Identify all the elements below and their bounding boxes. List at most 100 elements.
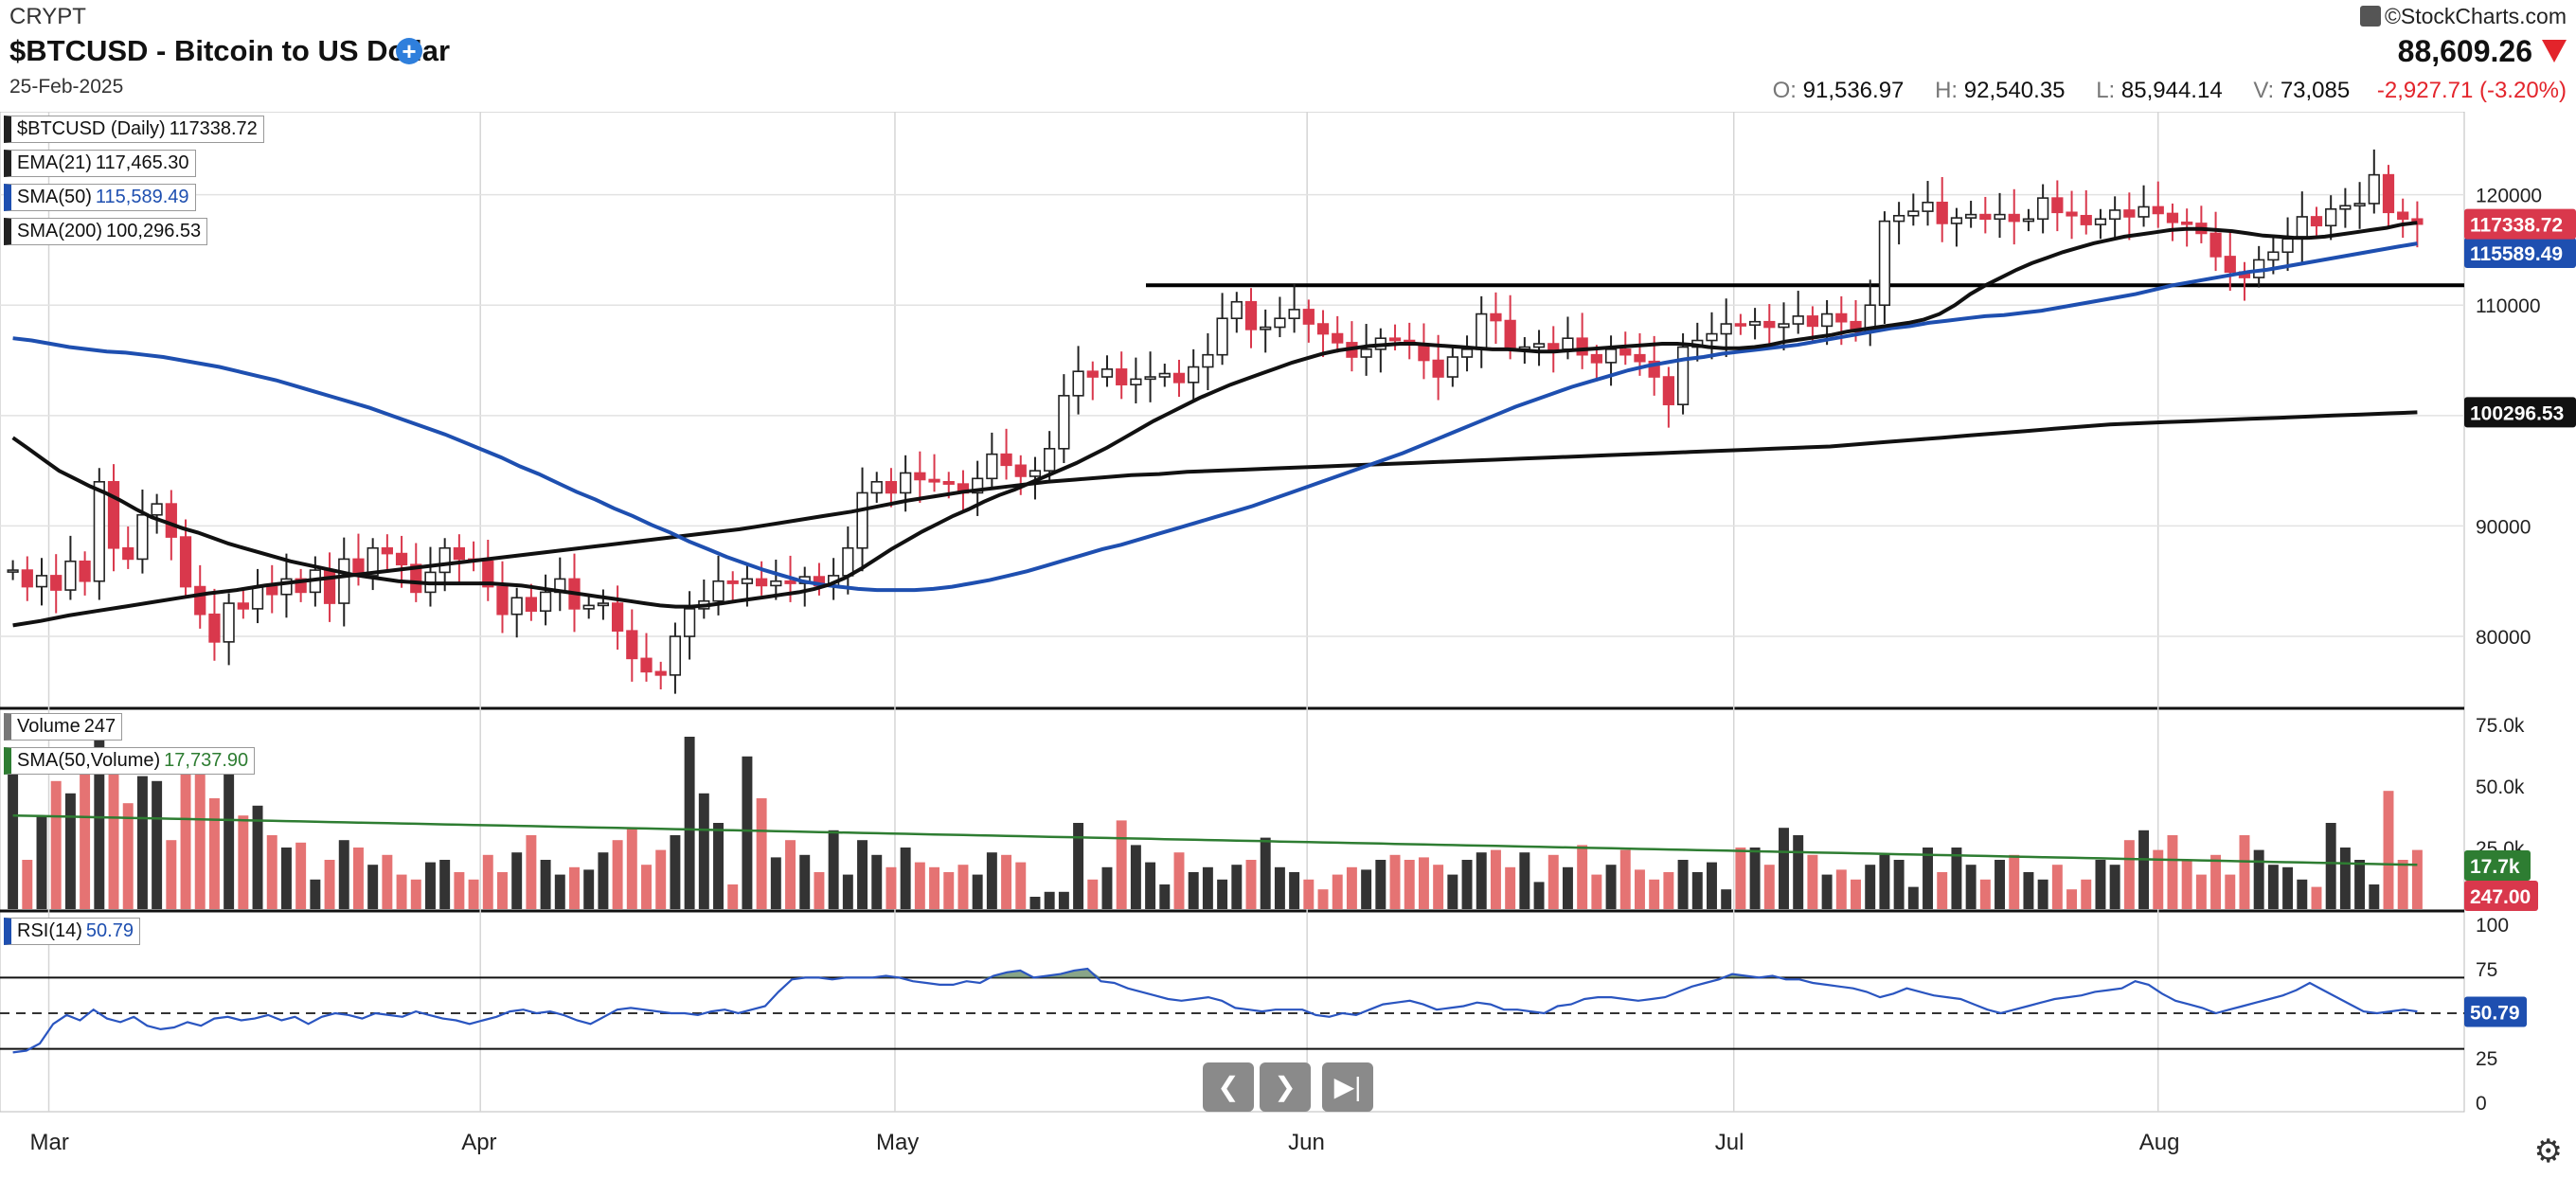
volume-bar bbox=[1591, 874, 1602, 909]
volume-bar bbox=[2411, 849, 2423, 909]
scroll-back-button[interactable]: ❮ bbox=[1203, 1062, 1254, 1112]
candle bbox=[2037, 197, 2049, 221]
volume-bar bbox=[2195, 874, 2207, 909]
volume-bar bbox=[1375, 860, 1386, 909]
legend-sma200[interactable]: SMA(200) 100,296.53 bbox=[4, 218, 208, 245]
candle bbox=[1288, 309, 1300, 320]
open-label: O: bbox=[1772, 78, 1797, 103]
volume-bar bbox=[424, 862, 436, 909]
volume-bar bbox=[1707, 862, 1717, 909]
volume-bar bbox=[814, 872, 825, 909]
candle bbox=[2353, 203, 2366, 207]
legend-sma50[interactable]: SMA(50) 115,589.49 bbox=[4, 184, 196, 211]
open-value: 91,536.97 bbox=[1802, 78, 1905, 103]
volume-bar bbox=[108, 761, 119, 909]
exchange-label: CRYPT bbox=[9, 4, 86, 29]
chart-date: 25-Feb-2025 bbox=[9, 76, 124, 98]
candle bbox=[842, 546, 854, 577]
volume-bar bbox=[1289, 872, 1300, 909]
volume-bar bbox=[770, 857, 781, 909]
price-tick-90000: 90000 bbox=[2476, 516, 2531, 538]
candle bbox=[2281, 238, 2294, 254]
candle bbox=[1892, 214, 1905, 223]
volume-bar bbox=[972, 874, 983, 909]
high-label: H: bbox=[1935, 78, 1959, 103]
volume-bar bbox=[684, 737, 695, 909]
volume-bar bbox=[2009, 854, 2020, 909]
volume-bar bbox=[2297, 879, 2308, 909]
candle bbox=[1260, 326, 1272, 330]
price-chart[interactable]: MarAprMayJunJulAug8000090000100000110000… bbox=[0, 112, 2576, 1178]
volume-bar bbox=[2369, 884, 2380, 909]
candle bbox=[1202, 353, 1214, 368]
candle bbox=[2123, 209, 2136, 218]
volume-bar bbox=[2138, 830, 2150, 909]
candle bbox=[482, 560, 494, 588]
volume-bar bbox=[8, 761, 19, 909]
legend-volume[interactable]: Volume 247 bbox=[4, 713, 123, 741]
scroll-to-end-button[interactable]: ▶| bbox=[1322, 1062, 1373, 1112]
legend-rsi[interactable]: RSI(14) 50.79 bbox=[4, 918, 140, 945]
volume-bar bbox=[382, 854, 393, 909]
candle bbox=[50, 575, 63, 591]
volume-bar bbox=[64, 793, 76, 909]
volume-bar bbox=[1418, 857, 1429, 909]
low-label: L: bbox=[2096, 78, 2116, 103]
volume-bar bbox=[1807, 854, 1818, 909]
candle bbox=[900, 472, 912, 494]
add-plus-icon[interactable]: + bbox=[396, 38, 422, 64]
volume-bar bbox=[2081, 879, 2092, 909]
volume-bar bbox=[1605, 865, 1617, 909]
chevron-left-icon: ❮ bbox=[1217, 1072, 1240, 1101]
volume-bar bbox=[80, 761, 91, 909]
candle bbox=[1806, 315, 1819, 328]
volume-bar bbox=[1260, 837, 1271, 909]
candle bbox=[756, 578, 768, 587]
volume-bar bbox=[1519, 852, 1530, 909]
volume-bar bbox=[352, 848, 364, 909]
legend-ema21[interactable]: EMA(21) 117,465.30 bbox=[4, 150, 196, 177]
volume-bar bbox=[511, 852, 523, 909]
volume-bar bbox=[1965, 865, 1977, 909]
candle bbox=[1188, 366, 1200, 384]
scroll-forward-button[interactable]: ❯ bbox=[1260, 1062, 1311, 1112]
candle bbox=[1072, 370, 1084, 397]
volume-bar bbox=[583, 869, 595, 909]
volume-bar bbox=[1389, 854, 1401, 909]
legend-volume-value: 247 bbox=[83, 716, 116, 737]
gear-icon[interactable]: ⚙ bbox=[2533, 1133, 2563, 1169]
high-value: 92,540.35 bbox=[1963, 78, 2066, 103]
legend-price[interactable]: $BTCUSD (Daily) 117338.72 bbox=[4, 116, 264, 143]
rsi-tick-75: 75 bbox=[2476, 959, 2497, 981]
rsi-tick-0: 0 bbox=[2476, 1093, 2487, 1115]
volume-label: V: bbox=[2253, 78, 2275, 103]
legend-sma50-value: 115,589.49 bbox=[95, 187, 189, 207]
candle bbox=[741, 578, 754, 584]
sma50-tag: 115589.49 bbox=[2470, 243, 2563, 265]
volume-bar bbox=[1547, 854, 1559, 909]
brand-logo[interactable]: ©StockCharts.com bbox=[2359, 4, 2567, 29]
candle bbox=[2022, 218, 2035, 223]
candle bbox=[1950, 217, 1963, 224]
candle bbox=[2339, 205, 2352, 210]
volume-bar bbox=[1835, 869, 1847, 909]
candle bbox=[1562, 337, 1574, 350]
volume-bar bbox=[1231, 865, 1243, 909]
volume-bar bbox=[756, 798, 767, 909]
skip-to-end-icon: ▶| bbox=[1333, 1072, 1362, 1101]
candle bbox=[2224, 256, 2236, 274]
volume-bar bbox=[1015, 862, 1027, 909]
volume-bar bbox=[410, 879, 421, 909]
candle bbox=[1547, 343, 1560, 350]
legend-vol-sma-name: SMA(50,Volume) bbox=[17, 750, 161, 771]
candle bbox=[669, 635, 682, 676]
candle bbox=[1244, 300, 1258, 330]
candle bbox=[640, 657, 653, 673]
candle bbox=[2181, 221, 2193, 225]
legend-volume-sma[interactable]: SMA(50,Volume) 17,737.90 bbox=[4, 747, 256, 775]
volume-bar bbox=[598, 852, 609, 909]
sma50-tag-bg bbox=[2464, 238, 2576, 269]
volume-bar bbox=[324, 860, 335, 909]
volume-bar bbox=[2109, 865, 2120, 909]
rsi-tag-bg bbox=[2464, 996, 2527, 1027]
